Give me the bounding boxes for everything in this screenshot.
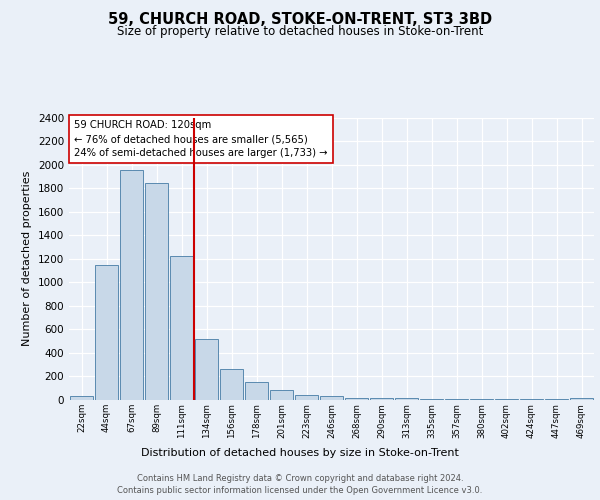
Bar	[220, 369, 243, 400]
Bar	[195, 339, 218, 400]
Bar	[320, 396, 343, 400]
Bar	[245, 382, 268, 400]
Text: Contains HM Land Registry data © Crown copyright and database right 2024.: Contains HM Land Registry data © Crown c…	[137, 474, 463, 483]
Bar	[170, 256, 193, 400]
Text: Contains public sector information licensed under the Open Government Licence v3: Contains public sector information licen…	[118, 486, 482, 495]
Bar	[370, 398, 393, 400]
Bar	[445, 399, 468, 400]
Bar	[95, 264, 118, 400]
Bar	[345, 398, 368, 400]
Bar	[70, 396, 93, 400]
Bar	[295, 394, 318, 400]
Y-axis label: Number of detached properties: Number of detached properties	[22, 171, 32, 346]
Bar	[420, 399, 443, 400]
Bar	[395, 398, 418, 400]
Bar	[120, 170, 143, 400]
Bar	[270, 390, 293, 400]
Bar	[570, 398, 593, 400]
Text: 59, CHURCH ROAD, STOKE-ON-TRENT, ST3 3BD: 59, CHURCH ROAD, STOKE-ON-TRENT, ST3 3BD	[108, 12, 492, 28]
Text: 59 CHURCH ROAD: 120sqm
← 76% of detached houses are smaller (5,565)
24% of semi-: 59 CHURCH ROAD: 120sqm ← 76% of detached…	[74, 120, 328, 158]
Bar	[145, 184, 168, 400]
Text: Distribution of detached houses by size in Stoke-on-Trent: Distribution of detached houses by size …	[141, 448, 459, 458]
Text: Size of property relative to detached houses in Stoke-on-Trent: Size of property relative to detached ho…	[117, 25, 483, 38]
Bar	[470, 399, 493, 400]
